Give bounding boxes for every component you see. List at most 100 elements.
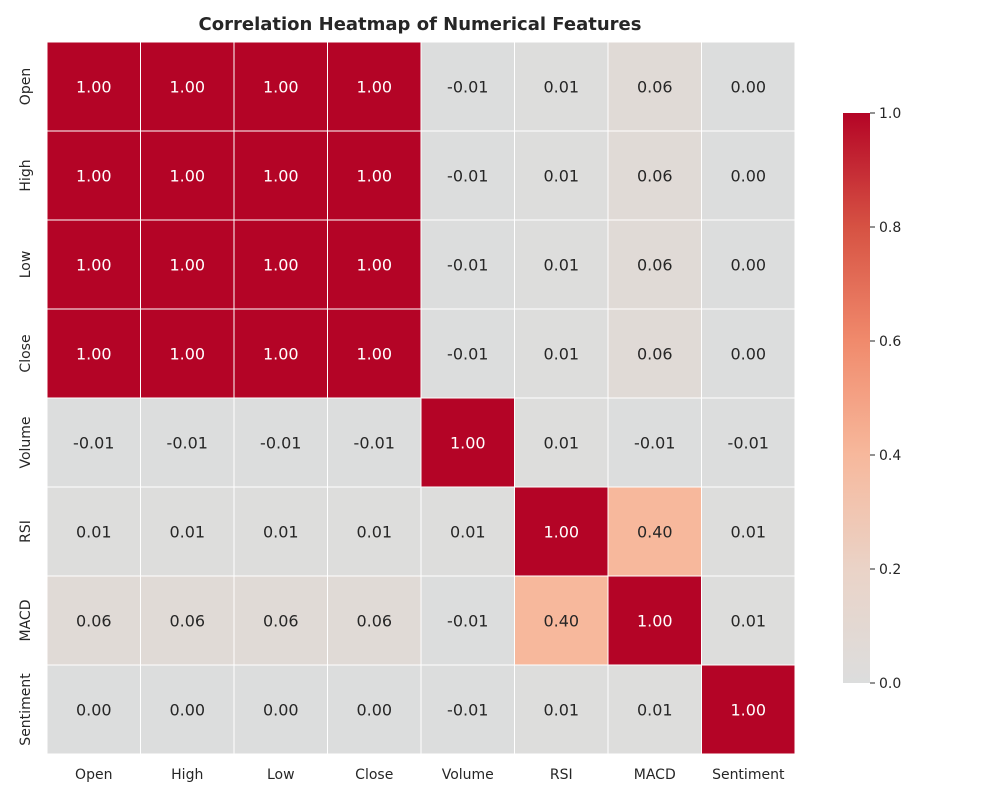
heatmap-cell	[514, 219, 609, 310]
cell-value-label: 0.00	[263, 701, 299, 720]
heatmap-cell	[140, 397, 235, 488]
cell-value-label: -0.01	[447, 78, 488, 97]
heatmap-cell	[701, 219, 796, 310]
heatmap-cell	[420, 130, 515, 221]
heatmap-cell	[233, 486, 328, 577]
cell-value-label: 1.00	[263, 345, 299, 364]
cell-value-label: 1.00	[169, 256, 205, 275]
x-tick-label: Open	[75, 767, 112, 783]
y-tick-label: Open	[18, 68, 34, 105]
cell-value-label: 0.01	[76, 523, 112, 542]
cell-value-label: 0.00	[169, 701, 205, 720]
cell-value-label: 0.01	[730, 612, 766, 631]
cell-value-label: 0.01	[169, 523, 205, 542]
heatmap-cell	[46, 130, 141, 221]
heatmap-cell	[514, 397, 609, 488]
heatmap-cell	[420, 41, 515, 132]
cell-value-label: 0.06	[637, 256, 673, 275]
y-tick-label: Sentiment	[18, 673, 34, 746]
colorbar-tick-label: 0.8	[879, 220, 901, 236]
heatmap-cell	[514, 664, 609, 755]
cell-value-label: 1.00	[450, 434, 486, 453]
x-tick-label: RSI	[550, 767, 573, 783]
cell-value-label: 0.00	[730, 78, 766, 97]
heatmap-cell	[514, 41, 609, 132]
cell-value-label: 0.01	[543, 701, 579, 720]
y-tick-label: High	[18, 159, 34, 191]
colorbar-tick-label: 0.6	[879, 334, 901, 350]
heatmap-cell	[46, 308, 141, 399]
cell-value-label: 1.00	[76, 345, 112, 364]
cell-value-label: 1.00	[76, 167, 112, 186]
cell-value-label: 0.00	[730, 345, 766, 364]
cell-value-label: -0.01	[728, 434, 769, 453]
cell-value-label: 0.00	[730, 167, 766, 186]
cell-value-label: -0.01	[447, 167, 488, 186]
colorbar-tick-label: 1.0	[879, 106, 901, 122]
x-tick-label: Close	[355, 767, 393, 783]
heatmap-cell	[46, 486, 141, 577]
heatmap-cell	[420, 308, 515, 399]
cell-value-label: -0.01	[447, 256, 488, 275]
x-tick-label: MACD	[634, 767, 676, 783]
heatmap-cell	[327, 308, 422, 399]
heatmap-cell	[607, 308, 702, 399]
heatmap-cell	[420, 575, 515, 666]
colorbar-tick-label: 0.4	[879, 448, 901, 464]
cell-value-label: 0.06	[637, 78, 673, 97]
heatmap-cell	[701, 130, 796, 221]
heatmap-cell	[233, 664, 328, 755]
heatmap-cell	[140, 308, 235, 399]
cell-value-label: 0.40	[543, 612, 579, 631]
cell-value-label: 0.01	[356, 523, 392, 542]
heatmap-cell	[701, 397, 796, 488]
cell-value-label: 1.00	[76, 78, 112, 97]
cell-value-label: -0.01	[447, 701, 488, 720]
x-tick-label: Volume	[442, 767, 494, 783]
cell-value-label: -0.01	[260, 434, 301, 453]
cell-value-label: 1.00	[169, 167, 205, 186]
cell-value-label: -0.01	[73, 434, 114, 453]
cell-value-label: 0.00	[356, 701, 392, 720]
heatmap-cell	[420, 664, 515, 755]
x-tick-label: Low	[267, 767, 295, 783]
heatmap-cell	[46, 397, 141, 488]
y-tick-label: MACD	[18, 600, 34, 642]
cell-value-label: 1.00	[356, 345, 392, 364]
cell-value-label: 0.01	[263, 523, 299, 542]
cell-value-label: 1.00	[169, 345, 205, 364]
heatmap-cell	[233, 219, 328, 310]
heatmap-cell	[607, 397, 702, 488]
cell-value-label: 1.00	[76, 256, 112, 275]
cell-value-label: 0.01	[730, 523, 766, 542]
cell-value-label: -0.01	[354, 434, 395, 453]
heatmap-cell	[140, 486, 235, 577]
cell-value-label: 0.06	[76, 612, 112, 631]
cell-value-label: 0.06	[637, 345, 673, 364]
heatmap-cell	[233, 575, 328, 666]
heatmap-cell	[233, 397, 328, 488]
cell-value-label: 1.00	[263, 78, 299, 97]
heatmap-cell	[514, 575, 609, 666]
heatmap-cell	[607, 575, 702, 666]
cell-value-label: 0.01	[543, 256, 579, 275]
heatmap-cell	[327, 397, 422, 488]
cell-value-label: -0.01	[447, 345, 488, 364]
cell-value-label: 0.01	[543, 434, 579, 453]
y-tick-label: Volume	[18, 416, 34, 468]
heatmap-cell	[327, 486, 422, 577]
heatmap-cell	[233, 308, 328, 399]
y-tick-label: Low	[18, 251, 34, 279]
cell-value-label: 1.00	[263, 167, 299, 186]
y-tick-label: Close	[18, 334, 34, 372]
heatmap-cell	[701, 575, 796, 666]
heatmap-cell	[701, 486, 796, 577]
cell-value-label: 1.00	[543, 523, 579, 542]
cell-value-label: 0.06	[169, 612, 205, 631]
cell-value-label: 1.00	[637, 612, 673, 631]
cell-value-label: 1.00	[356, 167, 392, 186]
x-tick-label: Sentiment	[712, 767, 785, 783]
cell-value-label: -0.01	[634, 434, 675, 453]
heatmap-cell	[607, 130, 702, 221]
